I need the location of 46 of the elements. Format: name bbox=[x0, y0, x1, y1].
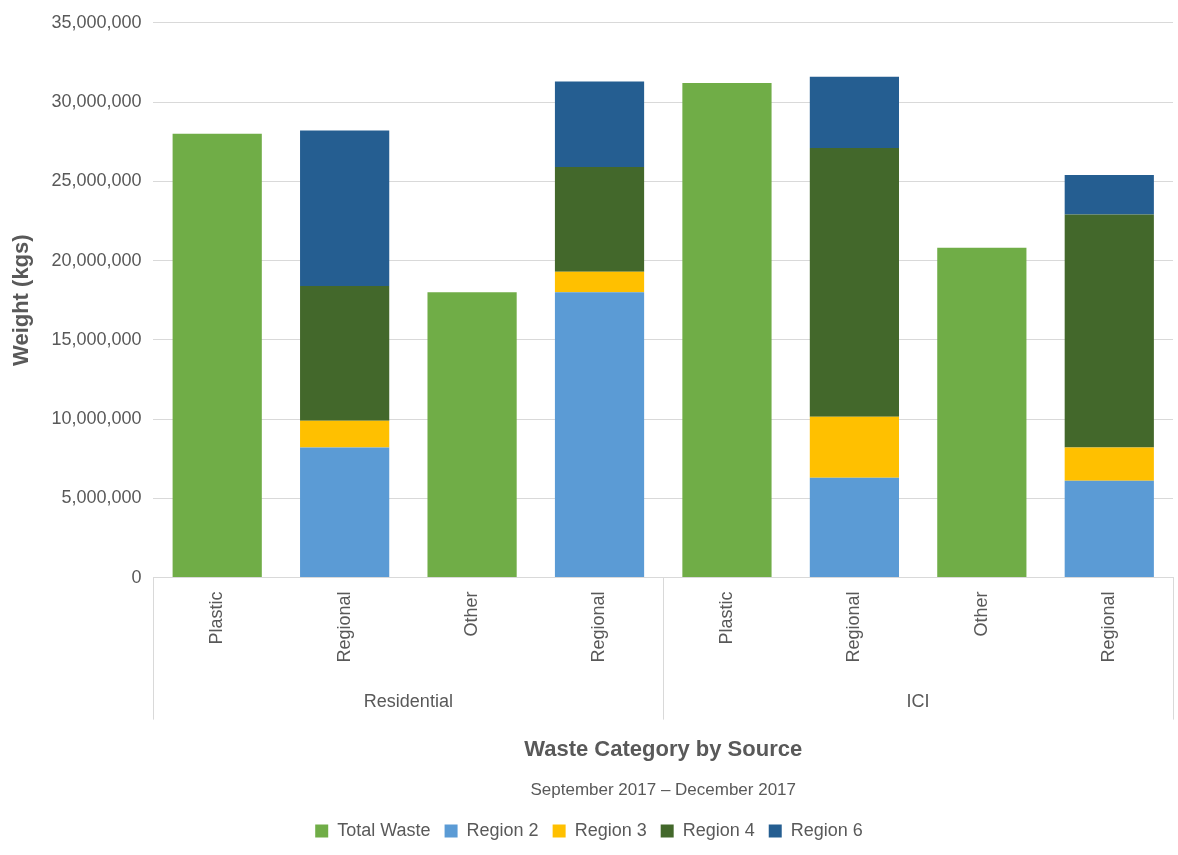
y-tick-label: 10,000,000 bbox=[51, 408, 142, 429]
bar bbox=[682, 83, 772, 578]
y-tick-label: 0 bbox=[131, 566, 142, 587]
bar bbox=[300, 130, 390, 286]
x-tick-label: Plastic bbox=[206, 591, 227, 645]
bar bbox=[554, 292, 645, 578]
x-axis-title: Waste Category by Source bbox=[524, 735, 803, 761]
text: ICI bbox=[906, 690, 930, 711]
x-tick-label: Regional bbox=[843, 591, 864, 663]
legend-label: Region 2 bbox=[466, 819, 539, 840]
x-tick-label: Regional bbox=[588, 591, 609, 663]
legend-label: Total Waste bbox=[337, 819, 431, 840]
bar bbox=[937, 247, 1027, 578]
text: Residential bbox=[363, 690, 453, 711]
bar bbox=[1064, 214, 1154, 448]
y-tick-label: 25,000,000 bbox=[51, 170, 142, 191]
y-tick-label: 15,000,000 bbox=[51, 328, 142, 349]
bar bbox=[554, 271, 645, 293]
bar bbox=[554, 167, 645, 272]
x-tick-label: Other bbox=[461, 591, 482, 637]
y-tick-label: 30,000,000 bbox=[51, 91, 142, 112]
x-tick-label: Other bbox=[970, 591, 991, 637]
bar bbox=[300, 447, 390, 578]
bar bbox=[1064, 447, 1154, 481]
bar bbox=[809, 148, 900, 417]
x-tick-label: Regional bbox=[1098, 591, 1119, 663]
y-tick-label: 5,000,000 bbox=[61, 487, 142, 508]
bar bbox=[427, 292, 517, 578]
y-tick-label: 20,000,000 bbox=[51, 249, 142, 270]
x-tick-label: Regional bbox=[333, 591, 354, 663]
legend-label: Region 3 bbox=[574, 819, 647, 840]
y-axis-title: Weight (kgs) bbox=[8, 234, 34, 366]
bar bbox=[1064, 174, 1154, 215]
bar bbox=[172, 133, 262, 578]
legend-label: Region 4 bbox=[682, 819, 755, 840]
y-tick-label: 35,000,000 bbox=[51, 11, 142, 32]
bar bbox=[300, 420, 390, 448]
x-tick-label: Plastic bbox=[715, 591, 736, 645]
legend-label: Region 6 bbox=[790, 819, 863, 840]
text: September 2017 – December 2017 bbox=[530, 779, 797, 799]
bar bbox=[554, 81, 645, 168]
bar bbox=[300, 285, 390, 421]
bar bbox=[809, 477, 900, 578]
bar bbox=[809, 76, 900, 149]
bar bbox=[809, 416, 900, 478]
bar bbox=[1064, 480, 1154, 578]
